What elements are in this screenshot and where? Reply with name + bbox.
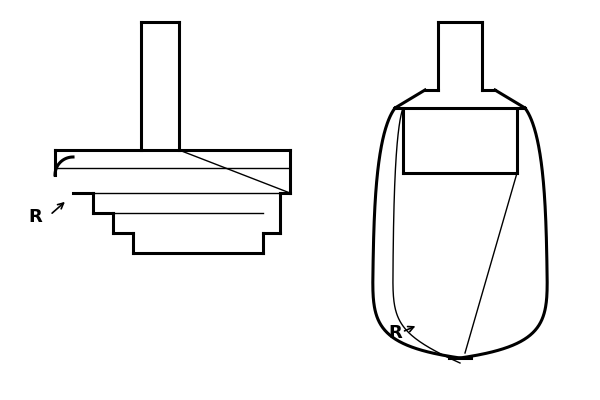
Text: R: R [28,208,42,226]
Text: R: R [388,324,402,342]
